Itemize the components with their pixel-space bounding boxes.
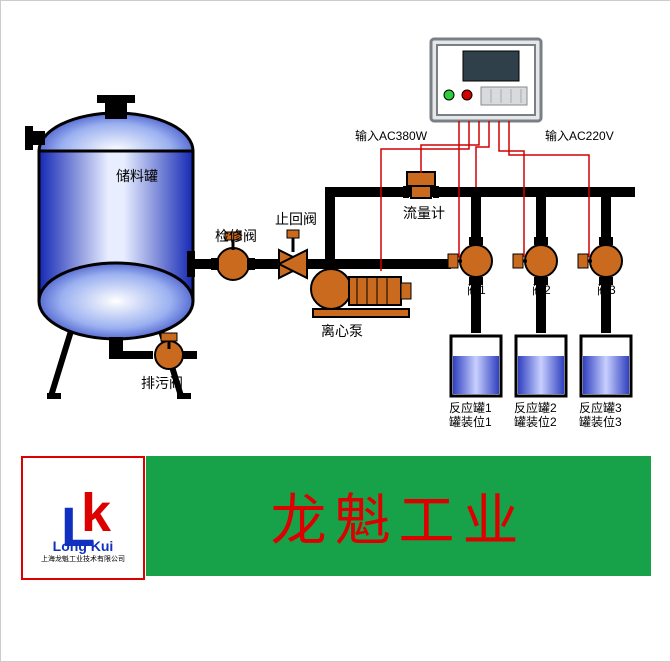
- label-rt2b: 罐装位2: [514, 413, 557, 430]
- pipe-riser: [325, 191, 335, 261]
- drain-valve: [109, 333, 197, 369]
- brand-banner: L k Long Kui 上海龙魁工业技术有限公司 龙魁工业: [21, 456, 651, 576]
- label-in380: 输入AC380W: [355, 127, 427, 144]
- label-in220: 输入AC220V: [545, 127, 614, 144]
- label-flow: 流量计: [403, 203, 445, 223]
- label-pump: 离心泵: [321, 321, 363, 341]
- banner-text: 龙魁工业: [271, 476, 527, 557]
- flow-meter: [403, 172, 439, 198]
- label-drain: 排污阀: [141, 373, 183, 393]
- check-valve: [279, 230, 307, 278]
- label-service: 检修阀: [215, 226, 257, 246]
- logo-letter-k: k: [81, 482, 111, 544]
- label-check: 止回阀: [275, 209, 317, 229]
- banner-bar: 龙魁工业: [146, 456, 651, 576]
- label-v3: 阀3: [597, 281, 616, 298]
- label-v1: 阀1: [467, 281, 486, 298]
- control-panel: [431, 39, 541, 121]
- label-rt1b: 罐装位1: [449, 413, 492, 430]
- label-rt3b: 罐装位3: [579, 413, 622, 430]
- brand-logo: L k Long Kui 上海龙魁工业技术有限公司: [21, 456, 145, 580]
- label-v2: 阀2: [532, 281, 551, 298]
- label-tank: 储料罐: [116, 166, 158, 186]
